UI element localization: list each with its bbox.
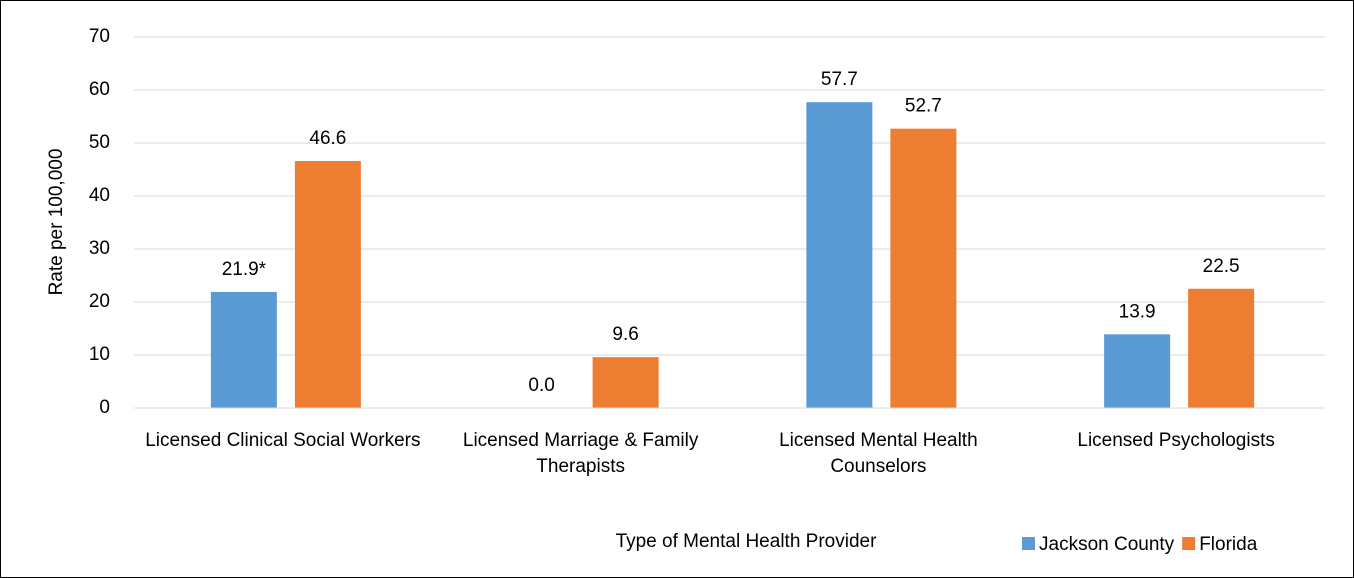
bar	[1104, 334, 1171, 408]
bar	[890, 128, 957, 408]
x-tick-label: Licensed Clinical Social Workers	[145, 430, 421, 451]
data-label: 21.9*	[222, 259, 267, 280]
y-tick-label: 60	[89, 79, 110, 100]
y-tick-label: 70	[89, 26, 110, 47]
y-tick-label: 30	[89, 238, 110, 259]
bar	[1188, 288, 1255, 408]
y-tick-label: 40	[89, 185, 110, 206]
data-label: 57.7	[821, 69, 858, 90]
data-label: 9.6	[612, 324, 638, 345]
bar	[806, 102, 873, 408]
data-label: 52.7	[905, 96, 942, 117]
legend-label: Florida	[1199, 534, 1258, 555]
data-label: 0.0	[528, 375, 554, 396]
data-label: 46.6	[309, 128, 346, 149]
x-tick-label: Licensed Mental Health Counselors	[779, 430, 978, 477]
x-tick-label: Licensed Psychologists	[1077, 430, 1275, 451]
x-tick-label: Licensed Marriage & Family Therapists	[462, 430, 699, 477]
x-axis-title: Type of Mental Health Provider	[616, 531, 878, 552]
y-tick-label: 10	[89, 344, 110, 365]
y-tick-label: 50	[89, 132, 110, 153]
bar	[294, 161, 361, 408]
data-label: 13.9	[1119, 301, 1156, 322]
data-label: 22.5	[1203, 256, 1240, 277]
bar	[210, 291, 277, 408]
y-axis-title: Rate per 100,000	[46, 149, 67, 296]
y-tick-label: 0	[99, 397, 110, 418]
bar	[592, 357, 659, 408]
y-tick-label: 20	[89, 291, 110, 312]
legend-swatch	[1022, 537, 1035, 550]
legend-label: Jackson County	[1039, 534, 1175, 555]
legend-swatch	[1182, 537, 1196, 550]
